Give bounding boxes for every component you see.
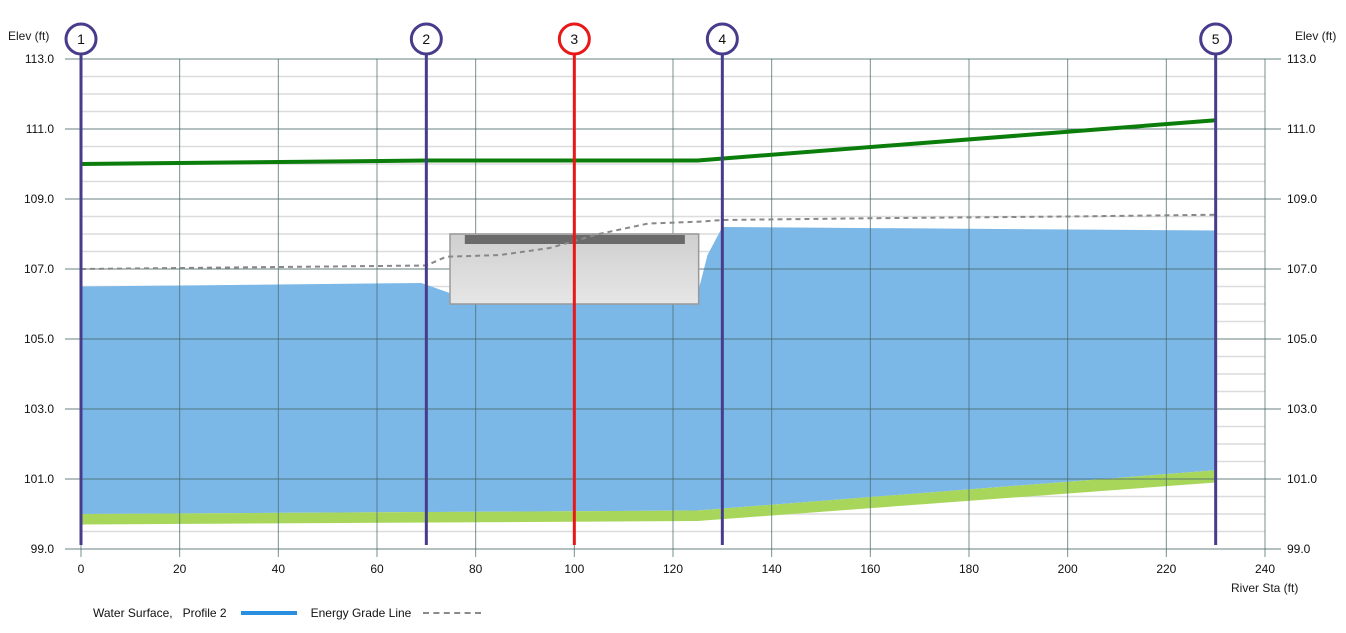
y-tick-right: 99.0 — [1287, 542, 1311, 556]
y-tick-left: 99.0 — [30, 542, 54, 556]
legend-water-surface-swatch — [240, 611, 297, 615]
cross-section-marker-3 — [557, 22, 591, 56]
y-tick-left: 105.0 — [23, 332, 54, 346]
x-tick: 0 — [77, 562, 85, 576]
y-tick-left: 107.0 — [23, 262, 54, 276]
cross-section-marker-2 — [409, 22, 443, 56]
x-tick: 240 — [1254, 562, 1276, 576]
x-tick: 140 — [761, 562, 782, 576]
x-tick: 120 — [662, 562, 684, 576]
x-tick: 40 — [271, 562, 285, 576]
cross-section-label-5[interactable]: 5 — [1211, 31, 1220, 47]
legend-egl-label: Energy Grade Line — [310, 606, 412, 620]
y-tick-right: 113.0 — [1287, 52, 1317, 66]
green-profile-line — [80, 118, 1216, 166]
legend-water-surface-label: Water Surface, Profile 2 — [93, 606, 227, 620]
channel-bed-area — [81, 470, 1216, 525]
y-tick-right: 111.0 — [1287, 122, 1316, 136]
x-axis-title: River Sta (ft) — [1231, 581, 1299, 595]
x-tick: 220 — [1156, 562, 1177, 576]
cross-section-label-4[interactable]: 4 — [718, 31, 727, 47]
cross-section-marker-1 — [64, 22, 98, 56]
legend: Water Surface, Profile 2 Energy Grade Li… — [93, 606, 482, 620]
y-tick-left: 111.0 — [25, 122, 54, 136]
x-tick: 80 — [468, 562, 483, 576]
x-tick: 160 — [860, 562, 881, 576]
y-tick-left: 101.0 — [23, 472, 54, 486]
cross-section-label-1[interactable]: 1 — [77, 31, 85, 47]
cross-section-label-3[interactable]: 3 — [570, 31, 579, 47]
right-axis-title: Elev (ft) — [1295, 29, 1337, 43]
y-tick-right: 101.0 — [1287, 472, 1318, 486]
y-tick-right: 107.0 — [1287, 262, 1318, 276]
x-tick: 200 — [1057, 562, 1078, 576]
water-surface-area — [81, 227, 1216, 514]
cross-section-label-2[interactable]: 2 — [422, 31, 431, 47]
y-tick-right: 105.0 — [1287, 332, 1318, 346]
y-tick-right: 109.0 — [1287, 192, 1318, 206]
y-tick-left: 113.0 — [24, 52, 54, 66]
x-tick: 100 — [564, 562, 585, 576]
x-tick: 20 — [172, 562, 187, 576]
cross-section-marker-5 — [1199, 22, 1233, 56]
y-tick-left: 103.0 — [23, 402, 54, 416]
x-tick: 180 — [958, 562, 980, 576]
energy-grade-line — [80, 213, 1216, 270]
cross-section-marker-4 — [705, 22, 739, 56]
x-tick: 60 — [370, 562, 384, 576]
legend-egl-swatch — [423, 612, 482, 614]
left-axis-title: Elev (ft) — [8, 29, 50, 43]
y-tick-right: 103.0 — [1287, 402, 1318, 416]
y-tick-left: 109.0 — [23, 192, 54, 206]
